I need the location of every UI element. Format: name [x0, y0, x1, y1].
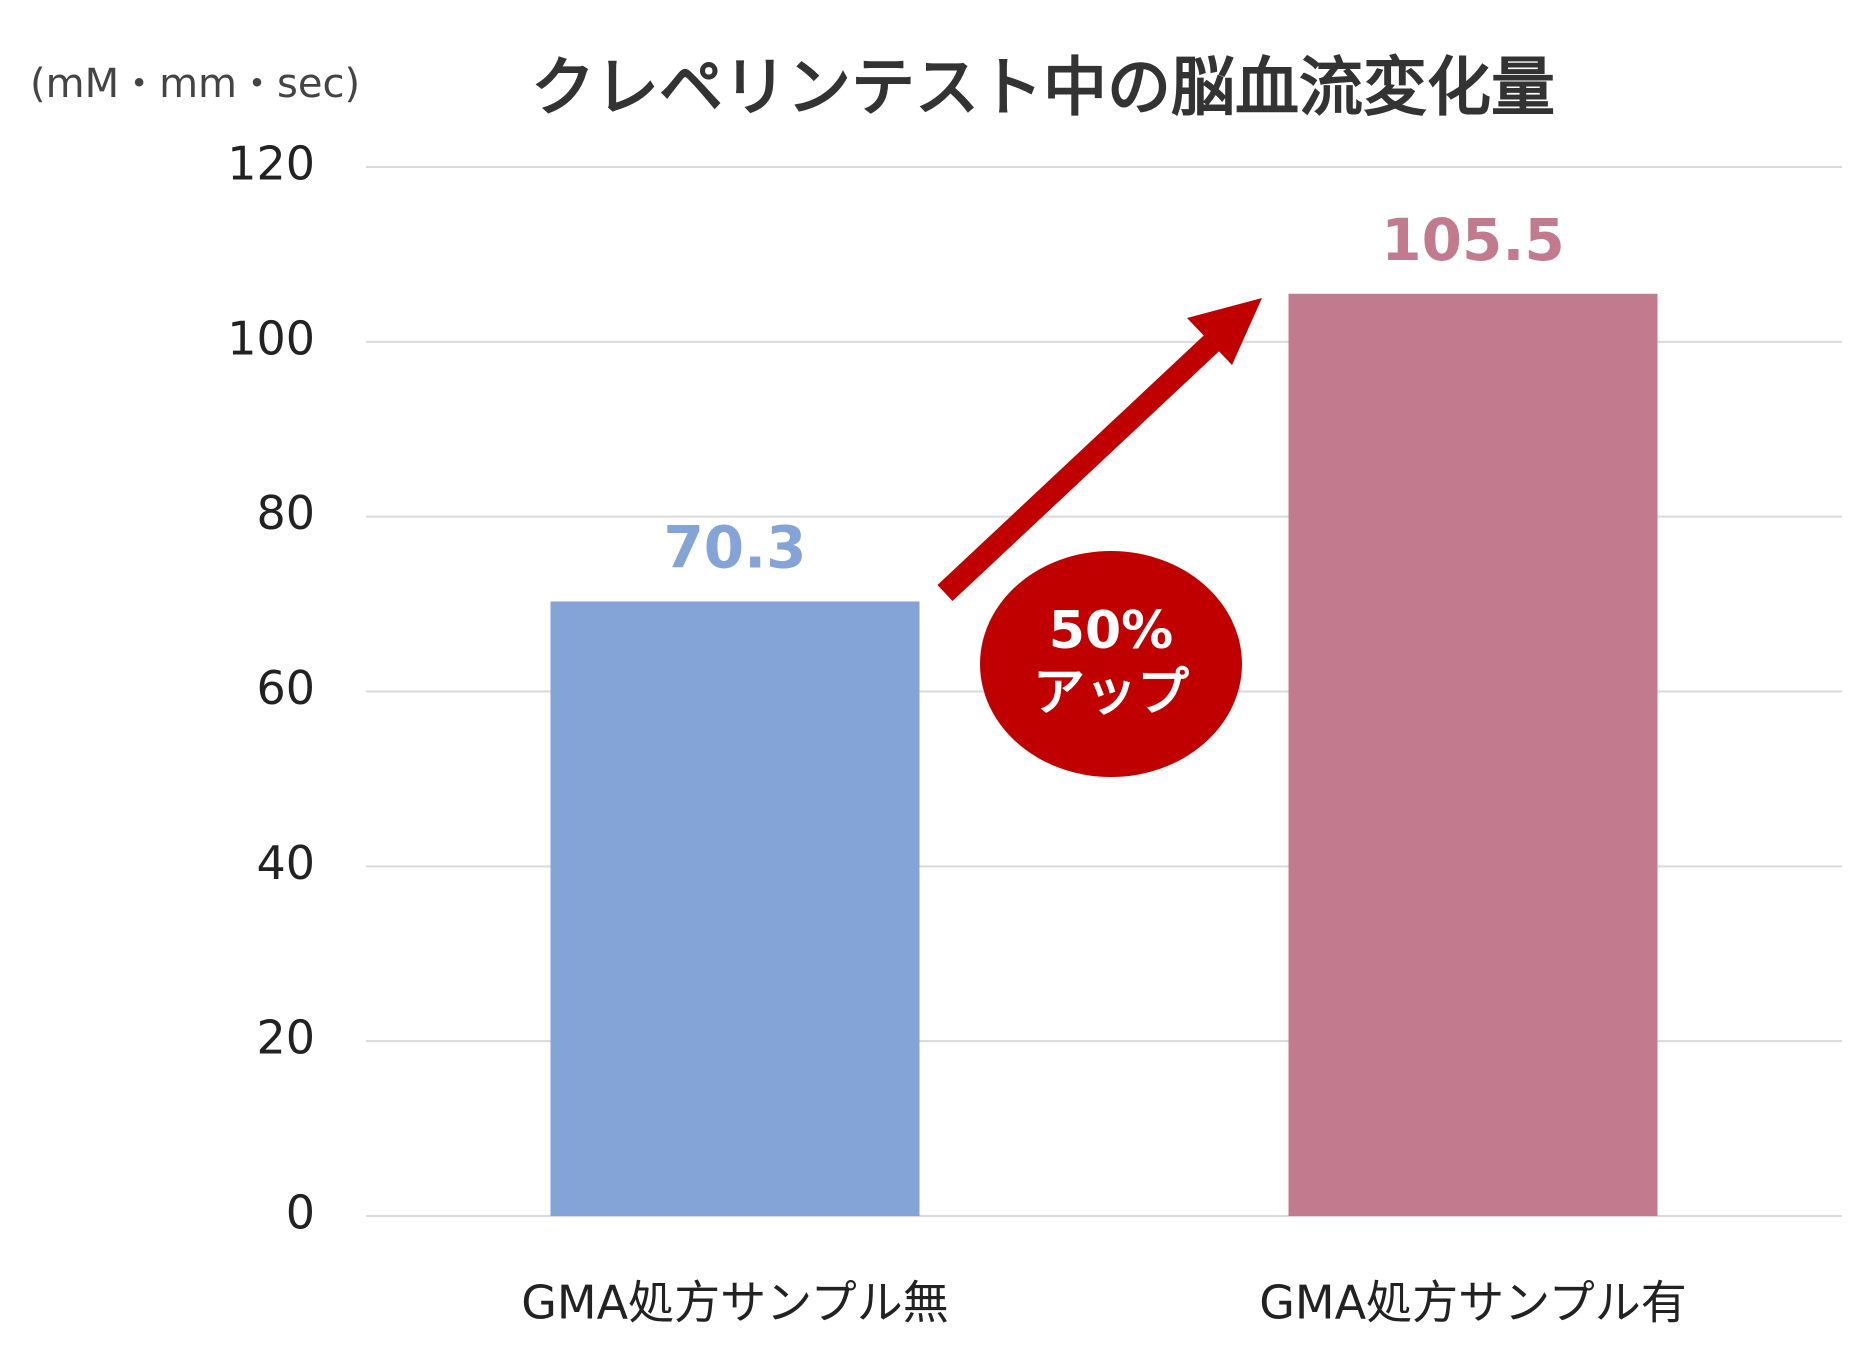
bar: [1288, 293, 1658, 1217]
arrow-shaft: [937, 331, 1223, 602]
y-tick-label: 80: [256, 486, 315, 540]
value-label: 70.3: [663, 514, 806, 582]
y-unit-label: (mM・mm・sec): [30, 61, 360, 107]
chart-title: クレペリンテスト中の脳血流変化量: [531, 52, 1555, 126]
y-tick-label: 0: [286, 1186, 315, 1240]
annotation-text: 50%: [1049, 601, 1173, 661]
y-tick-label: 60: [256, 661, 315, 715]
y-tick-label: 20: [256, 1011, 315, 1065]
annotation-badge: [980, 551, 1242, 777]
y-tick-label: 120: [227, 137, 315, 191]
y-tick-label: 100: [227, 311, 315, 365]
bar: [550, 601, 920, 1216]
y-tick-label: 40: [256, 836, 315, 890]
value-label: 105.5: [1381, 206, 1564, 274]
annotation-text: アップ: [1033, 663, 1189, 723]
x-tick-label: GMA処方サンプル有: [1259, 1276, 1686, 1330]
arrow-head: [1187, 298, 1262, 365]
x-tick-label: GMA処方サンプル無: [521, 1276, 948, 1330]
